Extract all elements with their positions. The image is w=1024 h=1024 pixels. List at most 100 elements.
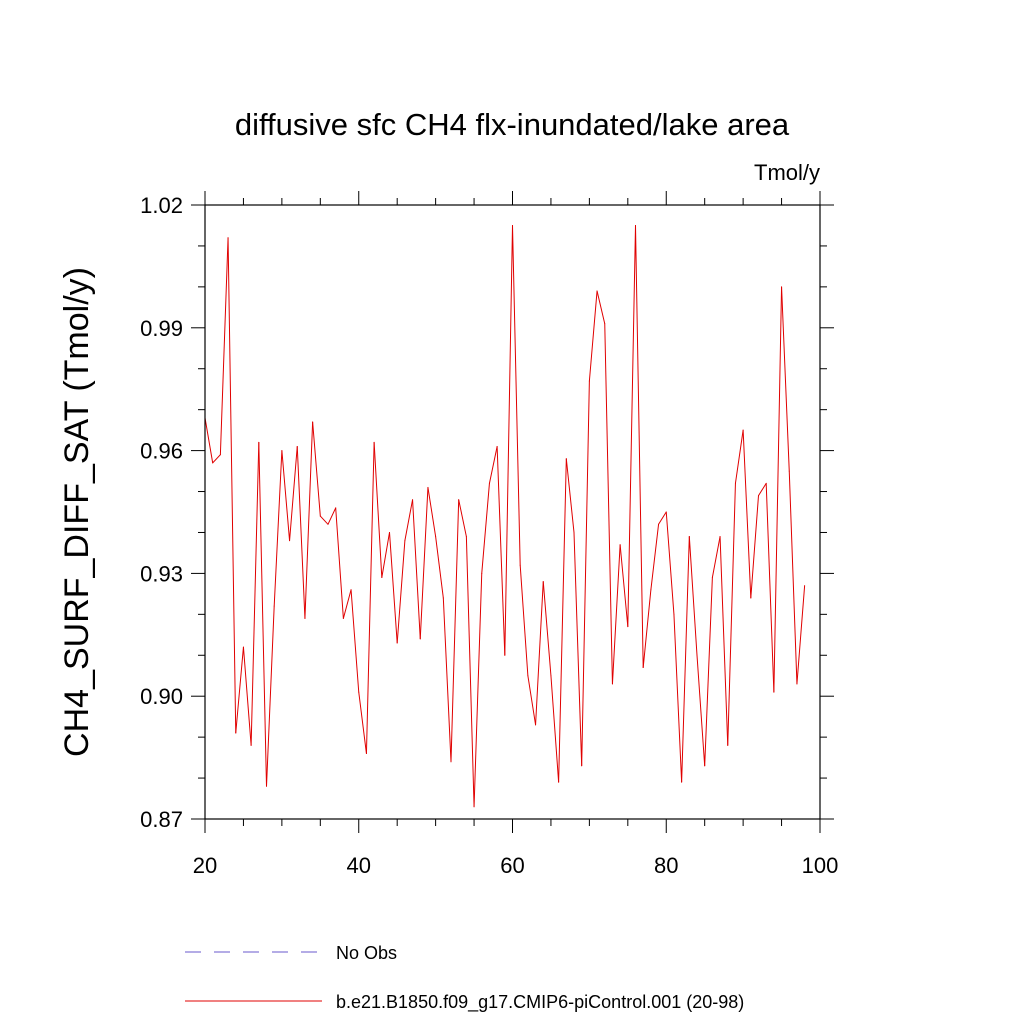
series-segment [289,446,298,542]
series-segment [358,691,367,755]
units-label: Tmol/y [754,160,820,185]
series-segment [296,446,306,619]
series-segment [235,646,244,734]
series-segment [781,286,790,472]
series-segment [442,597,452,763]
series-segment [596,290,606,325]
legend-label-picontrol: b.e21.B1850.f09_g17.CMIP6-piControl.001 … [336,992,744,1013]
series-segment [550,675,560,783]
y-axis-ticks: 0.87 0.90 0.93 0.96 0.99 1.02 [140,193,834,832]
series-segment [365,441,375,755]
x-tick-label: 80 [654,853,678,878]
legend: No Obs b.e21.B1850.f09_g17.CMIP6-piContr… [185,943,744,1013]
series-segment [335,507,344,619]
series-segment [635,224,644,669]
series-segment [427,486,437,538]
series-segment [558,458,567,783]
series-segment [604,323,613,685]
series-segment [312,421,321,517]
series-segment [242,646,252,746]
series-segment [327,507,337,525]
series-segment [788,470,798,685]
series-segment [588,290,598,382]
series-segment [719,536,729,746]
series-segment [627,224,636,628]
plot-frame [204,204,821,820]
series-segment [565,458,575,533]
series-segment [373,441,383,578]
series-segment [389,531,398,644]
series-segment [465,536,475,808]
y-tick-label: 0.87 [140,807,183,832]
series-segment [696,654,706,767]
series-segment [665,511,675,615]
series-segment [450,499,460,763]
series-segment [342,589,352,619]
series-segment [404,499,414,542]
series-segment [681,536,690,783]
series-segment [773,286,783,693]
series-segment [619,544,629,628]
series-segment [519,564,529,677]
series-segment [381,531,390,578]
series-segment [504,224,513,656]
y-tick-label: 0.99 [140,316,183,341]
series-segment [496,446,506,656]
series-segment [765,482,775,693]
series-segment [711,536,721,578]
x-tick-label: 100 [802,853,839,878]
series-segment [458,499,467,538]
series-lines [204,224,806,808]
series-segment [419,486,429,640]
series-segment [219,237,229,456]
series-segment [796,585,806,685]
series-segment [750,495,759,599]
series-segment [512,224,521,566]
series-segment [727,482,736,746]
series-segment [212,454,221,464]
series-segment [527,675,537,726]
series-segment [542,581,552,677]
series-segment [266,605,275,787]
series-segment [704,576,713,767]
series-segment [227,237,237,734]
x-axis-ticks: 20 40 60 80 100 [193,191,839,878]
series-segment [758,482,767,497]
series-segment [658,511,667,525]
y-tick-label: 0.93 [140,561,183,586]
series-segment [250,441,260,746]
series-segment [319,515,329,525]
y-tick-label: 0.96 [140,439,183,464]
series-segment [673,613,683,783]
x-tick-label: 40 [347,853,371,878]
series-segment [581,380,590,767]
series-segment [412,499,421,640]
y-tick-label: 0.90 [140,684,183,709]
y-tick-label: 1.02 [140,193,183,218]
x-tick-label: 60 [500,853,524,878]
series-segment [734,429,744,484]
series-segment [204,417,214,464]
series-segment [611,544,621,685]
y-axis-label: CH4_SURF_DIFF_SAT (Tmol/y) [58,267,96,757]
series-segment [688,536,698,656]
series-segment [396,540,406,644]
series-segment [742,429,752,599]
x-tick-label: 20 [193,853,217,878]
series-segment [535,581,544,726]
series-line-1 [204,224,806,808]
series-segment [488,446,498,484]
series-segment [573,531,583,767]
series-segment [350,589,360,693]
series-segment [435,536,444,599]
series-segment [258,441,267,787]
chart-title: diffusive sfc CH4 flx-inundated/lake are… [235,107,790,142]
series-segment [473,572,483,808]
series-segment [650,523,660,591]
series-segment [281,450,291,542]
legend-label-no-obs: No Obs [336,943,397,963]
series-segment [642,589,652,669]
series-segment [481,482,490,574]
series-segment [273,450,283,607]
